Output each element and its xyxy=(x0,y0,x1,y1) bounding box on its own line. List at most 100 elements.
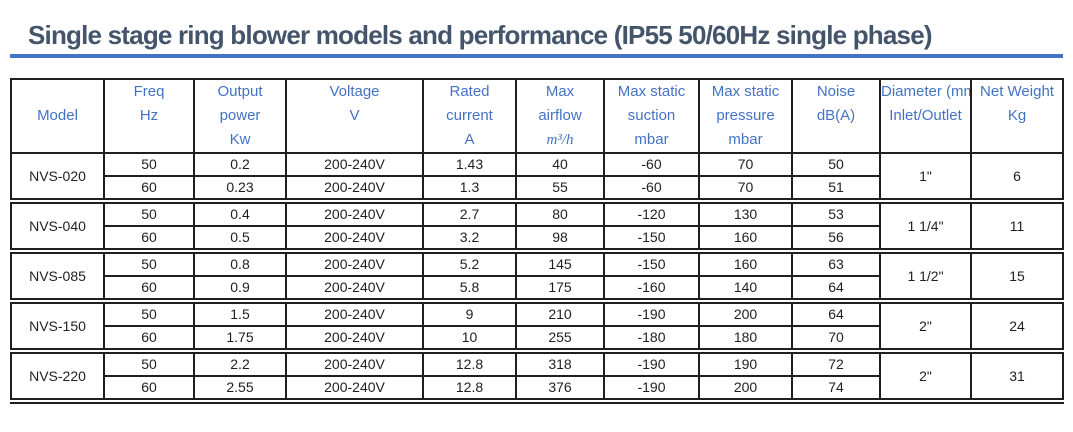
page-title: Single stage ring blower models and perf… xyxy=(28,20,933,50)
net-weight-cell: 15 xyxy=(970,250,1064,304)
noise-cell: 64 xyxy=(791,300,881,327)
col-header-voltage: Voltage V xyxy=(285,78,424,154)
max-static-suction-cell: -60 xyxy=(603,152,700,177)
freq-cell: 60 xyxy=(103,175,195,204)
model-cell: NVS-085 xyxy=(10,250,105,304)
max-static-pressure-cell: 70 xyxy=(698,152,793,177)
freq-cell: 50 xyxy=(103,200,195,227)
header-line: Noise xyxy=(816,83,856,100)
header-row: Model Freq Hz Output power Kw Voltage V … xyxy=(10,78,1064,154)
max-static-suction-cell: -190 xyxy=(603,375,700,404)
header-line xyxy=(882,128,969,151)
col-header-max-airflow: Max airflow m³/h xyxy=(515,78,605,154)
max-static-suction-cell: -60 xyxy=(603,175,700,204)
net-weight-cell: 24 xyxy=(970,300,1064,354)
model-cell: NVS-040 xyxy=(10,200,105,254)
noise-cell: 70 xyxy=(791,325,881,354)
header-line: Inlet/Outlet xyxy=(889,107,962,124)
rated-current-cell: 5.8 xyxy=(422,275,517,304)
max-static-suction-cell: -180 xyxy=(603,325,700,354)
col-header-net-weight: Net Weight Kg xyxy=(970,78,1064,154)
table-row-nvs150-60hz: 60 1.75 200-240V 10 255 -180 180 70 xyxy=(11,325,1063,354)
model-cell: NVS-020 xyxy=(10,152,105,204)
voltage-cell: 200-240V xyxy=(285,225,424,254)
noise-cell: 50 xyxy=(791,152,881,177)
header-line: current xyxy=(446,107,493,124)
header-line: dB(A) xyxy=(816,107,856,124)
max-airflow-cell: 210 xyxy=(515,300,605,327)
rated-current-cell: 3.2 xyxy=(422,225,517,254)
table-row-nvs220-50hz: NVS-220 50 2.2 200-240V 12.8 318 -190 19… xyxy=(10,350,1064,404)
freq-cell: 50 xyxy=(103,152,195,177)
freq-cell: 60 xyxy=(103,375,195,404)
col-header-model: Model xyxy=(10,78,105,154)
header-line xyxy=(288,128,421,151)
max-airflow-cell: 145 xyxy=(515,250,605,277)
col-header-noise: Noise dB(A) xyxy=(791,78,881,154)
header-line: Diameter (mm) xyxy=(881,83,969,100)
diameter-cell: 1 1/2" xyxy=(879,250,972,304)
freq-cell: 50 xyxy=(103,250,195,277)
voltage-cell: 200-240V xyxy=(285,152,424,177)
max-static-pressure-cell: 140 xyxy=(698,275,793,304)
output-power-cell: 1.75 xyxy=(193,325,287,354)
voltage-cell: 200-240V xyxy=(285,300,424,327)
diameter-cell: 1" xyxy=(879,152,972,204)
noise-cell: 56 xyxy=(791,225,881,254)
rated-current-cell: 1.3 xyxy=(422,175,517,204)
output-power-cell: 0.2 xyxy=(193,152,287,177)
freq-cell: 60 xyxy=(103,275,195,304)
table-row-nvs020-50hz: NVS-020 50 0.2 200-240V 1.43 40 -60 70 5… xyxy=(10,152,1064,204)
max-static-suction-cell: -190 xyxy=(603,300,700,327)
table-row-nvs085-50hz: NVS-085 50 0.8 200-240V 5.2 145 -150 160… xyxy=(10,250,1064,304)
diameter-cell: 2" xyxy=(879,300,972,354)
header-line: power xyxy=(219,107,261,124)
header-line: Output xyxy=(217,83,263,100)
voltage-cell: 200-240V xyxy=(285,275,424,304)
col-header-max-static-suction: Max static suction mbar xyxy=(603,78,700,154)
header-line: pressure xyxy=(716,107,775,124)
table-row-nvs020-60hz: 60 0.23 200-240V 1.3 55 -60 70 51 xyxy=(11,175,1063,204)
rated-current-cell: 5.2 xyxy=(422,250,517,277)
header-line: mbar xyxy=(728,131,763,148)
max-airflow-cell: 55 xyxy=(515,175,605,204)
col-header-freq: Freq Hz xyxy=(103,78,195,154)
freq-cell: 50 xyxy=(103,300,195,327)
max-airflow-cell: 318 xyxy=(515,350,605,377)
max-airflow-cell: 255 xyxy=(515,325,605,354)
rated-current-cell: 1.43 xyxy=(422,152,517,177)
col-header-output-power: Output power Kw xyxy=(193,78,287,154)
header-line: Hz xyxy=(139,107,159,124)
max-airflow-cell: 175 xyxy=(515,275,605,304)
noise-cell: 63 xyxy=(791,250,881,277)
rated-current-cell: 12.8 xyxy=(422,375,517,404)
output-power-cell: 2.55 xyxy=(193,375,287,404)
max-static-suction-cell: -190 xyxy=(603,350,700,377)
header-line: Kg xyxy=(1007,107,1027,124)
max-static-pressure-cell: 200 xyxy=(698,375,793,404)
col-header-max-static-pressure: Max static pressure mbar xyxy=(698,78,793,154)
header-line: V xyxy=(349,107,360,124)
header-line: Net Weight xyxy=(980,83,1054,100)
header-line: Max xyxy=(545,83,575,100)
noise-cell: 64 xyxy=(791,275,881,304)
voltage-cell: 200-240V xyxy=(285,200,424,227)
col-header-diameter: Diameter (mm) Inlet/Outlet xyxy=(879,78,972,154)
max-static-pressure-cell: 70 xyxy=(698,175,793,204)
max-static-pressure-cell: 200 xyxy=(698,300,793,327)
model-cell: NVS-150 xyxy=(10,300,105,354)
voltage-cell: 200-240V xyxy=(285,250,424,277)
max-static-pressure-cell: 190 xyxy=(698,350,793,377)
max-airflow-cell: 376 xyxy=(515,375,605,404)
col-header-rated-current: Rated current A xyxy=(422,78,517,154)
table-row-nvs150-50hz: NVS-150 50 1.5 200-240V 9 210 -190 200 6… xyxy=(10,300,1064,354)
voltage-cell: 200-240V xyxy=(285,375,424,404)
table-row-nvs085-60hz: 60 0.9 200-240V 5.8 175 -160 140 64 xyxy=(11,275,1063,304)
voltage-cell: 200-240V xyxy=(285,175,424,204)
max-airflow-cell: 98 xyxy=(515,225,605,254)
noise-cell: 74 xyxy=(791,375,881,404)
table-row-nvs040-50hz: NVS-040 50 0.4 200-240V 2.7 80 -120 130 … xyxy=(10,200,1064,254)
max-static-suction-cell: -150 xyxy=(603,250,700,277)
output-power-cell: 0.23 xyxy=(193,175,287,204)
header-line xyxy=(106,128,192,151)
